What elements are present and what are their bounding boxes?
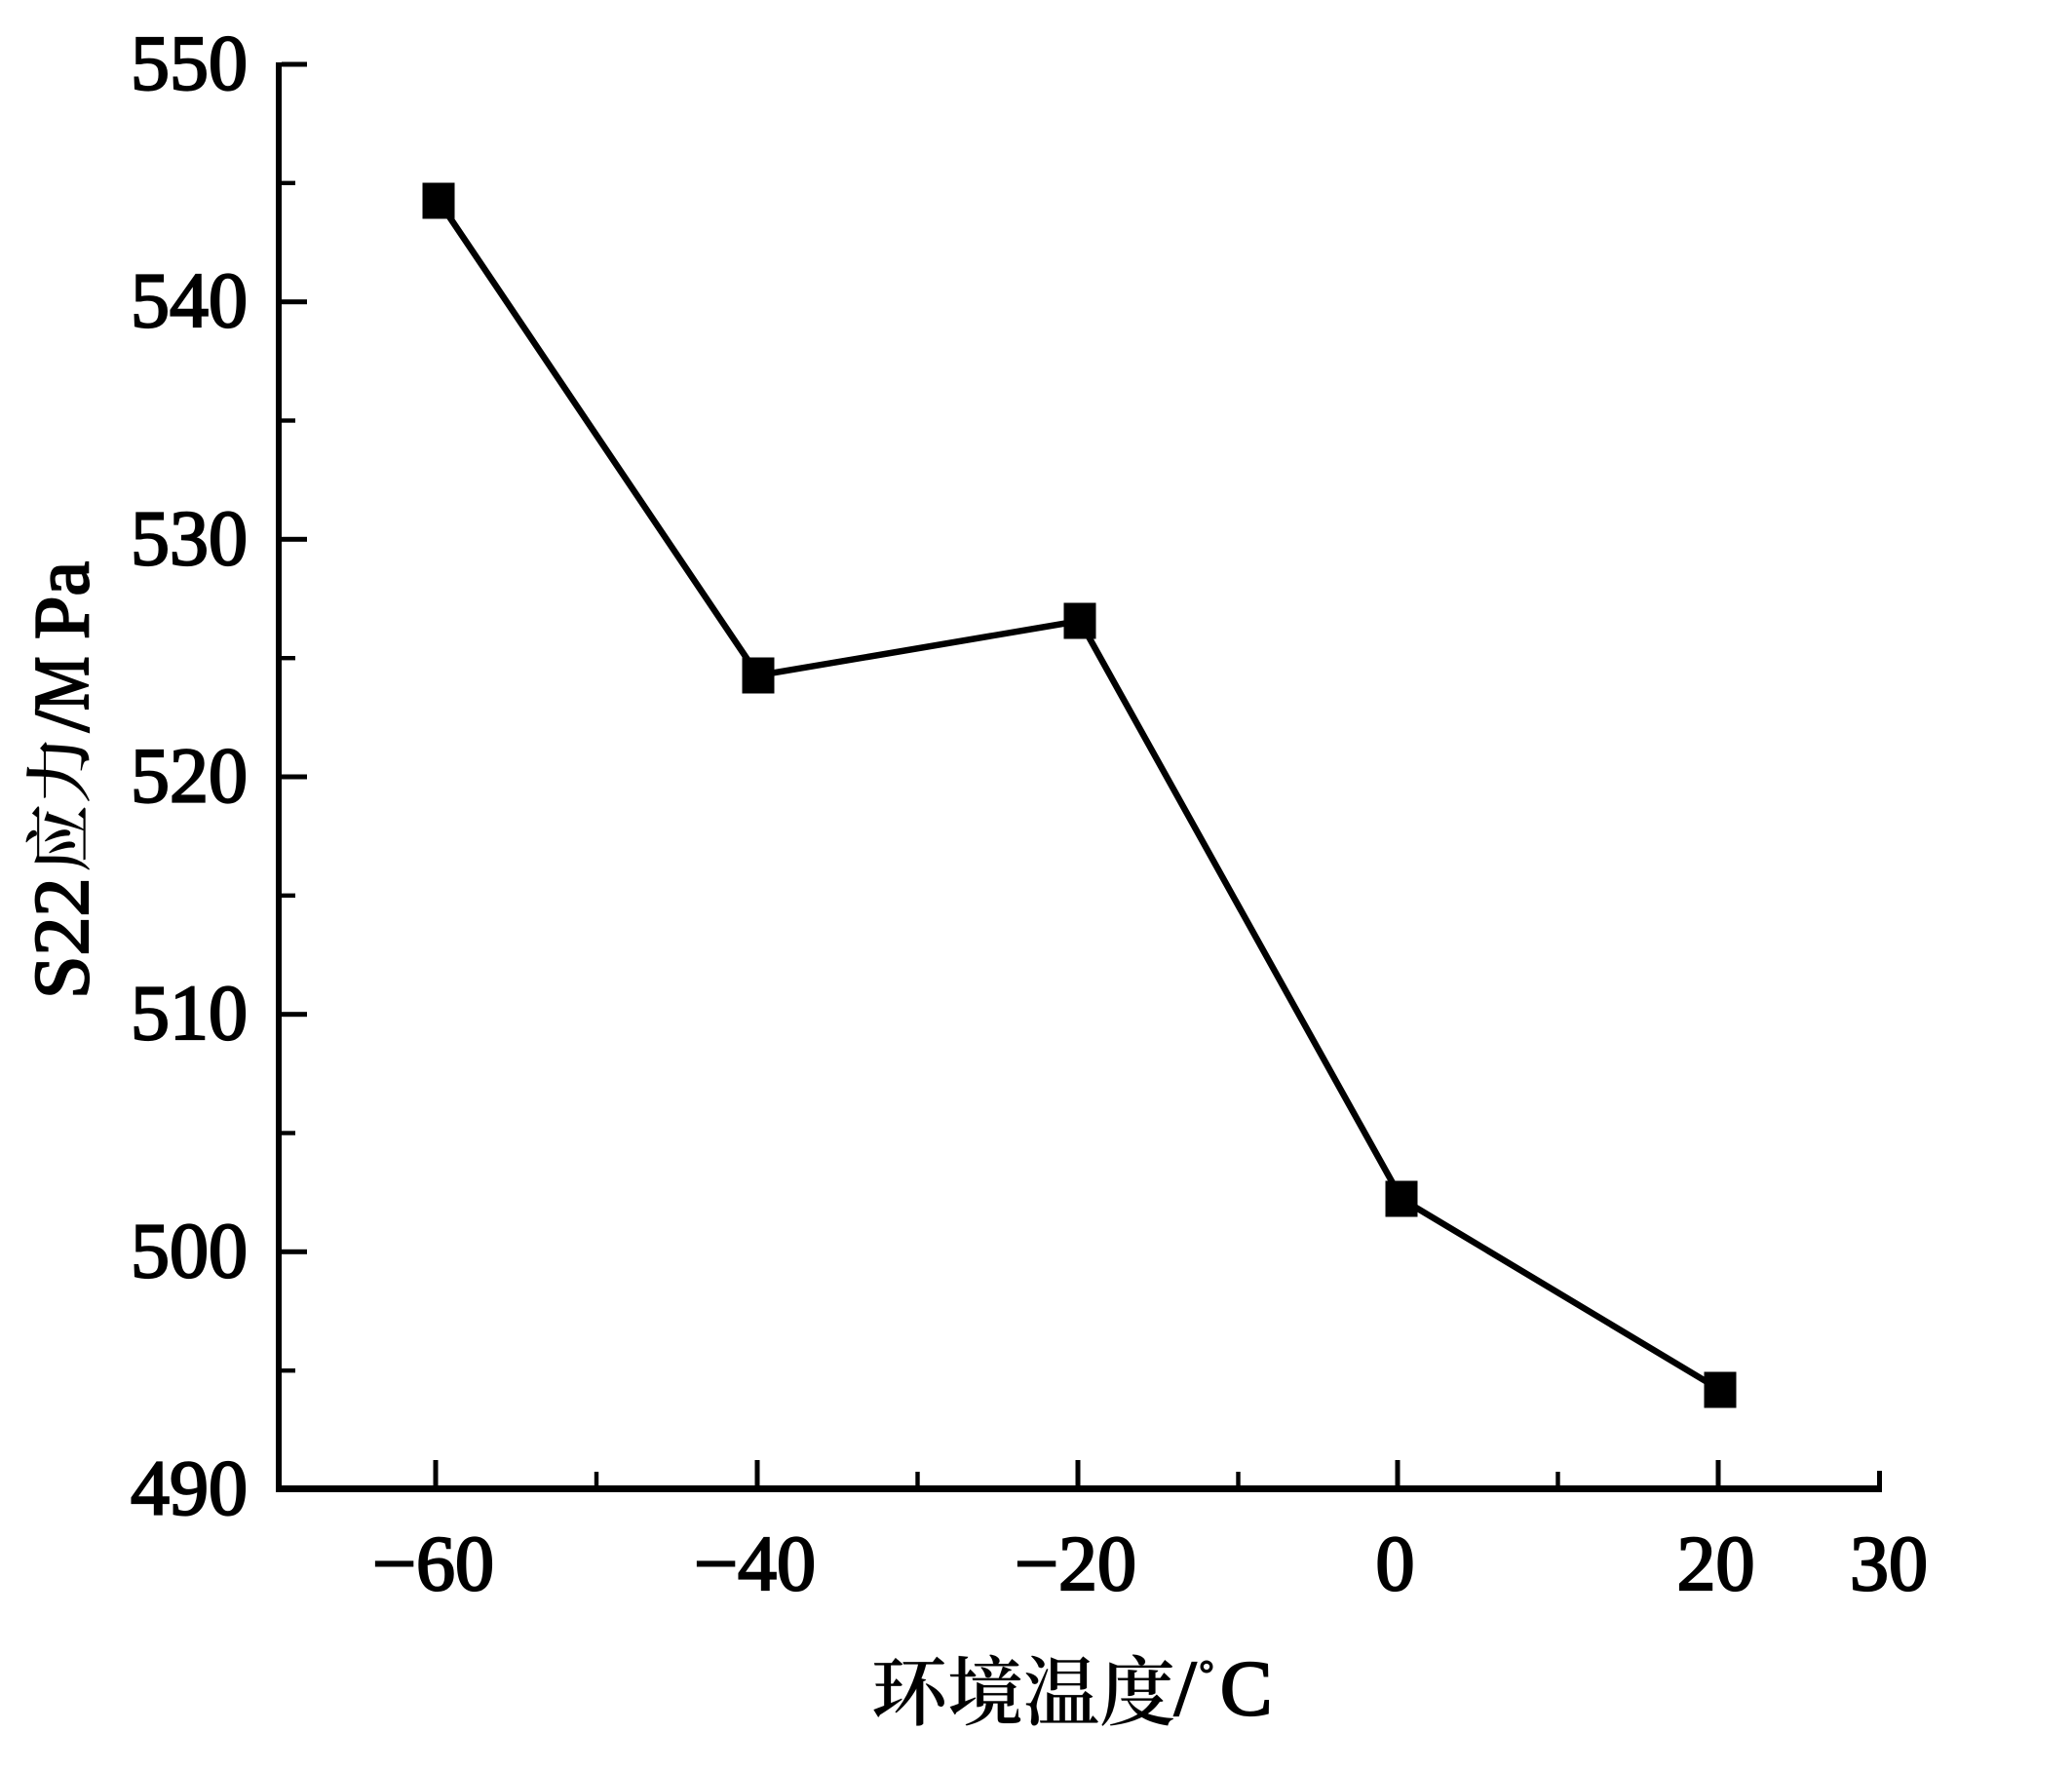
svg-text:S22: S22 (19, 878, 105, 1000)
svg-text:20: 20 (1677, 1521, 1755, 1607)
svg-text:M: M (19, 657, 105, 711)
svg-text:0: 0 (1376, 1521, 1415, 1607)
svg-text:510: 510 (131, 971, 248, 1057)
svg-text:30: 30 (1850, 1521, 1928, 1607)
svg-text:540: 540 (131, 258, 248, 344)
svg-text:C: C (1220, 1646, 1272, 1732)
svg-text:Pa: Pa (19, 561, 105, 639)
svg-text:530: 530 (131, 496, 248, 582)
svg-text:550: 550 (131, 21, 248, 107)
svg-text:500: 500 (131, 1209, 248, 1294)
svg-text:/: / (1174, 1646, 1197, 1732)
svg-text:−40: −40 (694, 1521, 816, 1607)
svg-text:−20: −20 (1015, 1521, 1136, 1607)
svg-text:520: 520 (131, 734, 248, 820)
svg-text:−60: −60 (372, 1521, 494, 1607)
svg-text:/: / (19, 710, 105, 732)
svg-text:490: 490 (131, 1446, 248, 1532)
